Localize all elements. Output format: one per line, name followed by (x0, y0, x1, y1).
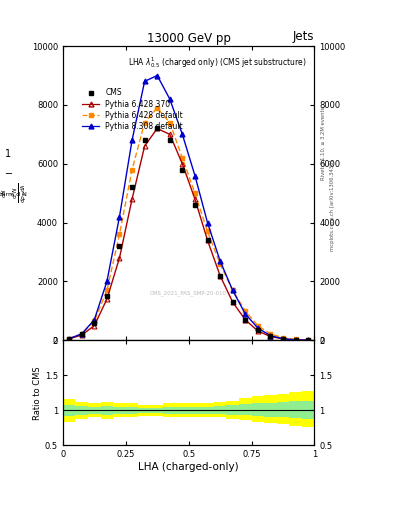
Text: Jets: Jets (293, 30, 314, 43)
Text: 1: 1 (5, 148, 11, 159)
Text: mcplots.cern.ch [arXiv:1306.3436]: mcplots.cern.ch [arXiv:1306.3436] (330, 159, 335, 250)
Legend: CMS, Pythia 6.428 370, Pythia 6.428 default, Pythia 8.308 default: CMS, Pythia 6.428 370, Pythia 6.428 defa… (79, 85, 186, 134)
Text: Rivet 3.1.10, ≥ 3.2M events: Rivet 3.1.10, ≥ 3.2M events (320, 106, 325, 180)
X-axis label: LHA (charged-only): LHA (charged-only) (138, 462, 239, 472)
Text: LHA $\lambda^{1}_{0.5}$ (charged only) (CMS jet substructure): LHA $\lambda^{1}_{0.5}$ (charged only) (… (128, 55, 307, 70)
Title: 13000 GeV pp: 13000 GeV pp (147, 32, 231, 45)
Text: ─: ─ (5, 169, 11, 179)
Y-axis label: $\frac{1}{\mathrm{d}N}$
$\frac{\mathrm{d}^2 N}{\mathrm{d} p_T\,\mathrm{d}\lambda: $\frac{1}{\mathrm{d}N}$ $\frac{\mathrm{d… (0, 183, 29, 203)
Text: mathrm d N: mathrm d N (0, 192, 27, 197)
Text: CMS_2021_PAS_SMP-20-010: CMS_2021_PAS_SMP-20-010 (150, 290, 227, 296)
Y-axis label: Ratio to CMS: Ratio to CMS (33, 366, 42, 420)
